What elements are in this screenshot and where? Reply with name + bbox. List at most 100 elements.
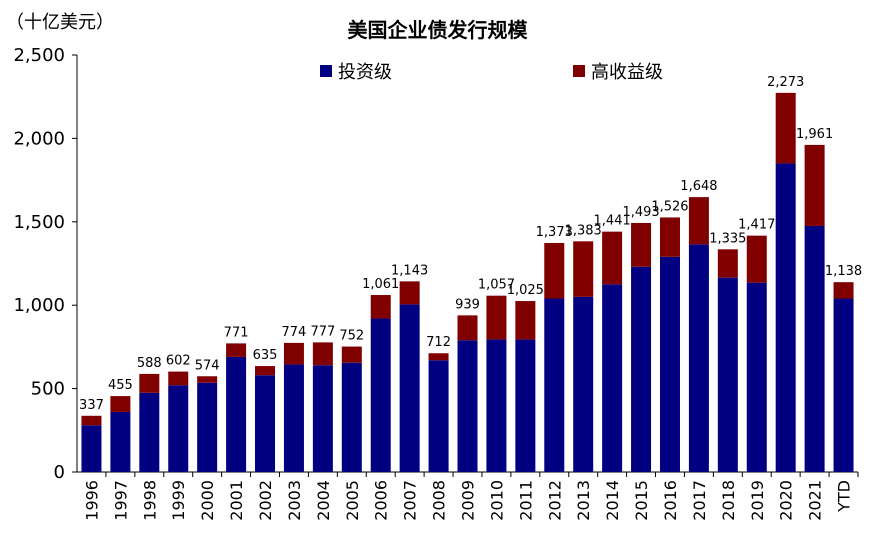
bar-investment-grade bbox=[312, 365, 333, 472]
bar-high-yield bbox=[81, 415, 102, 426]
bar-high-yield bbox=[370, 295, 391, 319]
bar-investment-grade bbox=[486, 339, 507, 472]
x-tick-label: 2015 bbox=[632, 480, 651, 521]
bar-investment-grade bbox=[139, 392, 160, 472]
bar-investment-grade bbox=[833, 298, 854, 472]
x-tick-label: 2019 bbox=[748, 480, 767, 521]
bar-high-yield bbox=[659, 217, 680, 257]
data-label-total: 1,493 bbox=[622, 205, 659, 220]
y-tick-label: 2,000 bbox=[13, 128, 65, 149]
data-label-total: 1,526 bbox=[651, 199, 688, 214]
x-tick-label: 2010 bbox=[487, 480, 506, 521]
bar-investment-grade bbox=[573, 296, 594, 472]
data-label-total: 752 bbox=[339, 329, 364, 344]
bar-investment-grade bbox=[399, 304, 420, 472]
x-tick-label: 2006 bbox=[372, 480, 391, 521]
legend-item-high-yield: 高收益级 bbox=[573, 58, 663, 84]
legend-label-high-yield: 高收益级 bbox=[591, 62, 663, 83]
bar-high-yield bbox=[399, 281, 420, 305]
x-tick-label: 2011 bbox=[516, 480, 535, 521]
data-label-total: 1,383 bbox=[565, 223, 602, 238]
bar-high-yield bbox=[197, 376, 218, 383]
bar-investment-grade bbox=[602, 284, 623, 472]
unit-label: （十亿美元） bbox=[6, 12, 114, 33]
bar-investment-grade bbox=[775, 163, 796, 473]
bar-investment-grade bbox=[544, 298, 565, 472]
legend-item-investment-grade: 投资级 bbox=[320, 58, 392, 84]
bar-investment-grade bbox=[717, 277, 738, 472]
legend-label-investment-grade: 投资级 bbox=[338, 62, 392, 83]
bar-investment-grade bbox=[804, 225, 825, 472]
x-tick-label: 2004 bbox=[314, 480, 333, 521]
bar-investment-grade bbox=[168, 385, 189, 472]
bar-investment-grade bbox=[515, 339, 536, 472]
bar-high-yield bbox=[312, 342, 333, 366]
bar-investment-grade bbox=[81, 425, 102, 472]
bar-high-yield bbox=[428, 353, 449, 361]
data-label-total: 1,648 bbox=[680, 179, 717, 194]
bar-high-yield bbox=[139, 373, 160, 393]
bar-high-yield bbox=[544, 242, 565, 299]
bar-investment-grade bbox=[283, 364, 304, 472]
x-tick-label: 2008 bbox=[430, 480, 449, 521]
data-label-total: 1,441 bbox=[594, 214, 631, 229]
data-label-total: 1,025 bbox=[507, 283, 544, 298]
x-tick-label: 2016 bbox=[661, 480, 680, 521]
bar-investment-grade bbox=[110, 411, 131, 472]
y-tick-label: 0 bbox=[54, 462, 65, 483]
data-label-total: 939 bbox=[455, 297, 480, 312]
bar-high-yield bbox=[775, 92, 796, 164]
bar-high-yield bbox=[110, 396, 131, 412]
x-tick-label: 2001 bbox=[227, 480, 246, 521]
bar-investment-grade bbox=[341, 362, 362, 472]
x-tick-label: 2017 bbox=[690, 480, 709, 521]
data-label-total: 1,143 bbox=[391, 263, 428, 278]
x-tick-label: 2012 bbox=[545, 480, 564, 521]
data-label-total: 1,373 bbox=[536, 225, 573, 240]
x-tick-label: 2009 bbox=[459, 480, 478, 521]
bar-investment-grade bbox=[631, 266, 652, 472]
x-tick-label: 1999 bbox=[169, 480, 188, 521]
x-tick-label: 1997 bbox=[111, 480, 130, 521]
bar-high-yield bbox=[688, 197, 709, 245]
bar-high-yield bbox=[746, 235, 767, 283]
y-tick-label: 500 bbox=[31, 379, 65, 400]
x-tick-label: 2000 bbox=[198, 480, 217, 521]
data-label-total: 1,961 bbox=[796, 127, 833, 142]
data-label-total: 588 bbox=[137, 356, 162, 371]
bar-high-yield bbox=[283, 342, 304, 365]
bar-high-yield bbox=[226, 343, 247, 357]
bar-high-yield bbox=[168, 371, 189, 386]
bar-investment-grade bbox=[659, 256, 680, 472]
data-label-total: 602 bbox=[166, 354, 191, 369]
data-label-total: 574 bbox=[195, 358, 220, 373]
x-tick-label: 2020 bbox=[777, 480, 796, 521]
data-label-total: 635 bbox=[253, 348, 278, 363]
bar-high-yield bbox=[486, 295, 507, 340]
bar-investment-grade bbox=[255, 375, 276, 472]
x-tick-label: 2013 bbox=[574, 480, 593, 521]
x-tick-label: YTD bbox=[835, 480, 854, 513]
y-tick-label: 1,000 bbox=[13, 295, 65, 316]
data-label-total: 2,273 bbox=[767, 75, 804, 90]
x-tick-label: 1996 bbox=[82, 480, 101, 521]
data-label-total: 1,061 bbox=[362, 277, 399, 292]
data-label-total: 712 bbox=[426, 335, 451, 350]
legend-swatch-investment-grade bbox=[320, 65, 332, 77]
x-tick-label: 2007 bbox=[401, 480, 420, 521]
data-label-total: 1,417 bbox=[738, 218, 775, 233]
chart-title: 美国企业债发行规模 bbox=[347, 18, 528, 42]
data-label-total: 455 bbox=[108, 378, 133, 393]
data-label-total: 337 bbox=[79, 398, 104, 413]
bar-investment-grade bbox=[197, 382, 218, 472]
bar-high-yield bbox=[255, 366, 276, 376]
x-tick-label: 2018 bbox=[719, 480, 738, 521]
x-tick-label: 2014 bbox=[603, 480, 622, 521]
bar-high-yield bbox=[631, 222, 652, 267]
legend-swatch-high-yield bbox=[573, 65, 585, 77]
bar-high-yield bbox=[573, 241, 594, 297]
bar-investment-grade bbox=[688, 244, 709, 472]
data-label-total: 771 bbox=[224, 325, 249, 340]
y-tick-label: 1,500 bbox=[13, 212, 65, 233]
